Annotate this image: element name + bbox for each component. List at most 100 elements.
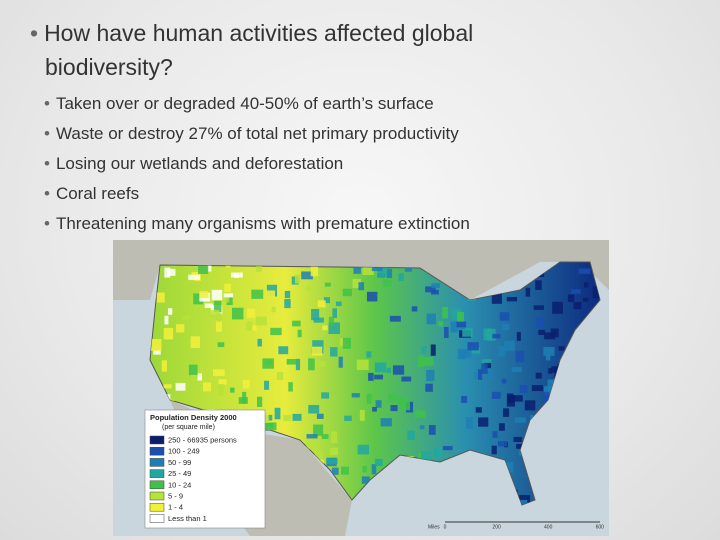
density-patch (306, 286, 312, 291)
legend-swatch (149, 502, 165, 512)
density-patch (502, 462, 514, 473)
density-patch (226, 297, 233, 306)
density-patch (518, 499, 528, 505)
density-patch (251, 289, 264, 299)
density-patch (515, 350, 525, 363)
density-patch (223, 293, 234, 298)
density-patch (261, 422, 273, 428)
density-patch (330, 447, 339, 456)
scale-unit: Miles (428, 524, 440, 530)
density-patch (288, 382, 293, 392)
density-patch (491, 391, 501, 399)
density-patch (331, 431, 338, 444)
density-patch (338, 356, 343, 368)
density-patch (323, 297, 330, 304)
legend-label: 10 - 24 (168, 480, 191, 489)
density-patch (324, 282, 331, 287)
bullet-list: Taken over or degraded 40-50% of earth’s… (44, 89, 470, 239)
density-patch (175, 382, 186, 391)
density-patch (426, 369, 435, 382)
density-patch (470, 347, 481, 354)
density-patch (351, 393, 360, 398)
density-patch (308, 358, 315, 371)
density-patch (182, 315, 191, 320)
density-patch (411, 306, 418, 312)
density-patch (238, 397, 248, 404)
density-patch (433, 447, 443, 459)
density-patch (487, 368, 493, 380)
legend-swatch (149, 469, 165, 478)
density-patch (499, 312, 510, 321)
legend-swatch (149, 480, 165, 490)
density-patch (571, 289, 581, 294)
density-patch (380, 418, 392, 427)
density-patch (492, 333, 501, 339)
density-patch (361, 476, 370, 484)
legend-title: Population Density 2000 (150, 413, 237, 422)
density-patch (425, 383, 433, 392)
density-patch (210, 310, 220, 318)
density-patch (271, 306, 276, 313)
density-patch (392, 365, 405, 375)
legend-swatch (149, 435, 165, 445)
density-patch (543, 391, 550, 404)
density-patch (460, 350, 472, 358)
density-patch (215, 320, 223, 332)
density-patch (362, 264, 374, 275)
density-patch (531, 385, 544, 392)
bullet: Losing our wetlands and deforestation (44, 149, 470, 179)
density-patch (317, 300, 326, 308)
density-patch (342, 288, 352, 297)
density-patch (190, 336, 200, 349)
density-patch (545, 354, 551, 361)
density-patch (321, 434, 329, 439)
density-patch (484, 362, 492, 369)
density-patch (211, 289, 223, 301)
density-patch (535, 372, 542, 379)
density-patch (491, 445, 497, 455)
density-patch (430, 344, 436, 356)
density-patch (371, 464, 377, 475)
density-patch (316, 413, 324, 419)
density-patch (306, 438, 315, 450)
density-patch (328, 316, 335, 326)
density-patch (366, 351, 372, 358)
density-patch (203, 382, 212, 392)
density-patch (297, 329, 302, 338)
density-patch (366, 291, 378, 302)
density-patch (552, 301, 563, 314)
density-patch (374, 362, 387, 373)
density-patch (421, 346, 427, 354)
density-patch (442, 307, 449, 319)
density-patch (503, 408, 510, 417)
density-patch (516, 443, 526, 449)
density-patch (153, 349, 161, 355)
density-patch (332, 308, 338, 318)
density-patch (284, 290, 291, 299)
density-patch (314, 450, 323, 462)
density-patch (538, 329, 546, 335)
legend-swatch (149, 514, 165, 523)
density-patch (313, 424, 324, 436)
density-patch (491, 292, 502, 304)
density-patch (498, 441, 508, 447)
legend: Population Density 2000 (per square mile)… (144, 409, 266, 529)
density-patch (306, 434, 318, 439)
density-patch (341, 466, 349, 475)
density-patch (188, 364, 198, 376)
density-patch (247, 308, 256, 318)
density-patch (428, 425, 436, 435)
density-patch (609, 264, 615, 273)
scale-tick-label: 200 (492, 524, 501, 530)
density-patch (218, 379, 227, 385)
density-patch (499, 423, 505, 431)
density-patch (456, 321, 467, 328)
density-patch (366, 393, 372, 404)
legend-label: 5 - 9 (168, 491, 183, 500)
density-patch (326, 458, 338, 465)
density-patch (223, 297, 230, 303)
density-patch (513, 436, 523, 443)
density-patch (375, 400, 382, 408)
